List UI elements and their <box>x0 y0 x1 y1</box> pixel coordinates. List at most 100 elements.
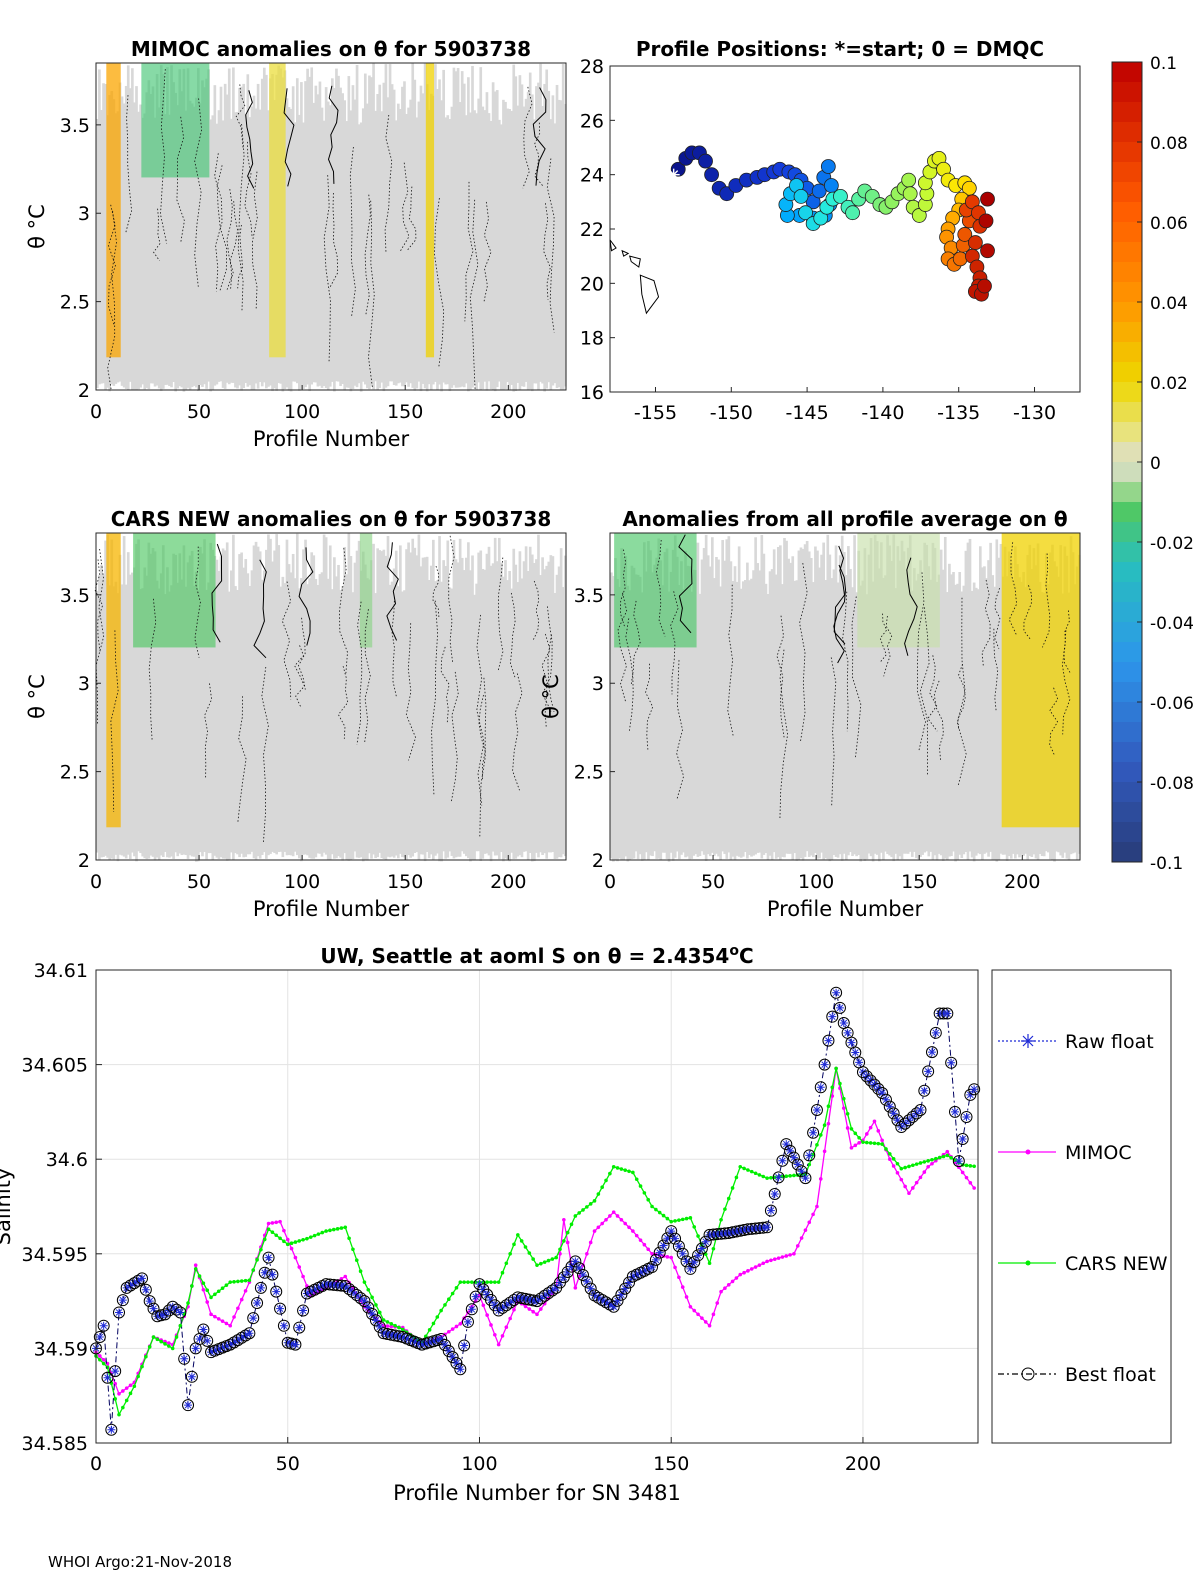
raw-float-marker <box>475 1280 484 1289</box>
best-float-marker <box>580 1275 593 1288</box>
series-point-mimoc <box>496 1342 501 1347</box>
series-point-cars-new <box>462 1280 466 1284</box>
series-point-mimoc <box>615 1214 620 1218</box>
profile-column <box>452 67 456 386</box>
best-float-marker <box>577 1268 590 1281</box>
profile-column <box>840 535 844 861</box>
profile-column <box>215 559 219 858</box>
profile-column <box>137 111 140 390</box>
series-point-mimoc <box>684 1295 689 1299</box>
series-point-cars-new <box>550 1257 555 1261</box>
profile-column <box>287 107 291 391</box>
best-float-marker <box>699 1235 712 1248</box>
profile-column <box>271 561 274 852</box>
series-point-cars-new <box>485 1280 489 1284</box>
colorbar-segment <box>1112 462 1142 483</box>
profile-column <box>401 86 404 387</box>
profile-column <box>104 540 107 856</box>
series-point-cars-new <box>899 1166 904 1171</box>
profile-column <box>717 559 720 857</box>
y-tick-label: 3.5 <box>60 115 90 137</box>
best-float-marker <box>116 1294 129 1307</box>
profile-column <box>318 81 322 386</box>
raw-float-marker <box>379 1329 388 1338</box>
raw-float-marker <box>122 1283 131 1292</box>
raw-float-marker <box>644 1264 653 1273</box>
profile-column <box>460 71 464 387</box>
raw-float-marker <box>782 1140 791 1149</box>
profile-column <box>161 74 165 389</box>
profile-column <box>324 87 328 389</box>
raw-float-marker <box>444 1347 453 1356</box>
profile-position-marker <box>957 227 973 242</box>
profile-column <box>172 553 175 859</box>
profile-column <box>347 76 351 388</box>
series-point-cars-new <box>117 1412 121 1417</box>
y-tick-label: 18 <box>580 328 604 350</box>
profile-column <box>421 557 425 855</box>
series-point-mimoc <box>688 1304 693 1309</box>
series-point-cars-new <box>546 1258 551 1263</box>
colorbar-segment <box>1112 342 1142 363</box>
profile-column <box>968 538 972 852</box>
x-tick-label: 150 <box>387 401 423 423</box>
profile-column <box>649 550 652 856</box>
raw-float-marker <box>414 1339 423 1348</box>
series-point-cars-new <box>178 1323 183 1328</box>
profile-column <box>157 107 161 389</box>
profile-column <box>308 578 311 858</box>
series-point-mimoc <box>573 1286 578 1290</box>
profile-column <box>475 583 478 852</box>
profile-column <box>645 571 648 853</box>
series-point-mimoc <box>922 1170 927 1174</box>
series-point-mimoc <box>638 1238 643 1242</box>
profile-column <box>896 546 900 861</box>
series-point-cars-new <box>301 1237 305 1242</box>
raw-float-marker <box>609 1302 618 1311</box>
profile-column <box>289 572 293 856</box>
profile-column <box>223 83 227 389</box>
profile-column <box>250 570 254 852</box>
profile-column <box>960 591 964 858</box>
profile-column <box>731 580 735 857</box>
axes-box <box>609 532 1081 861</box>
raw-float-marker <box>483 1290 492 1299</box>
profile-column <box>807 551 811 857</box>
profile-column <box>333 88 336 392</box>
profile-position-marker <box>902 186 918 202</box>
contour-dotted <box>994 587 1001 649</box>
series-point-cars-new <box>328 1228 332 1233</box>
profile-column <box>289 108 293 392</box>
series-point-mimoc <box>293 1255 298 1260</box>
profile-column <box>213 555 217 856</box>
raw-float-marker <box>571 1257 580 1266</box>
profile-column <box>704 534 708 861</box>
profile-column <box>741 581 745 857</box>
profile-column <box>219 86 223 382</box>
profile-column <box>516 582 520 857</box>
series-point-mimoc <box>849 1146 854 1150</box>
contour-solid <box>283 88 295 187</box>
series-point-cars-new <box>585 1205 589 1209</box>
series-point-mimoc <box>761 1261 766 1266</box>
raw-float-marker <box>966 1090 975 1099</box>
raw-float-marker <box>176 1308 185 1317</box>
profile-column <box>314 578 318 858</box>
raw-float-marker <box>184 1401 193 1410</box>
best-float-marker <box>646 1261 659 1274</box>
series-point-cars-new <box>427 1328 432 1332</box>
profile-position-marker <box>698 153 713 169</box>
series-point-mimoc <box>121 1389 125 1393</box>
contour-solid <box>833 564 847 664</box>
profile-column <box>166 567 169 858</box>
raw-float-marker <box>126 1281 135 1290</box>
series-point-cars-new <box>623 1168 627 1172</box>
contour-dotted <box>214 153 223 292</box>
profile-column <box>978 546 982 855</box>
raw-float-marker <box>387 1330 396 1339</box>
contour-dotted <box>547 634 555 712</box>
profile-column <box>464 115 468 384</box>
y-axis-label: θ °C <box>25 204 49 249</box>
raw-float-marker <box>168 1302 177 1311</box>
